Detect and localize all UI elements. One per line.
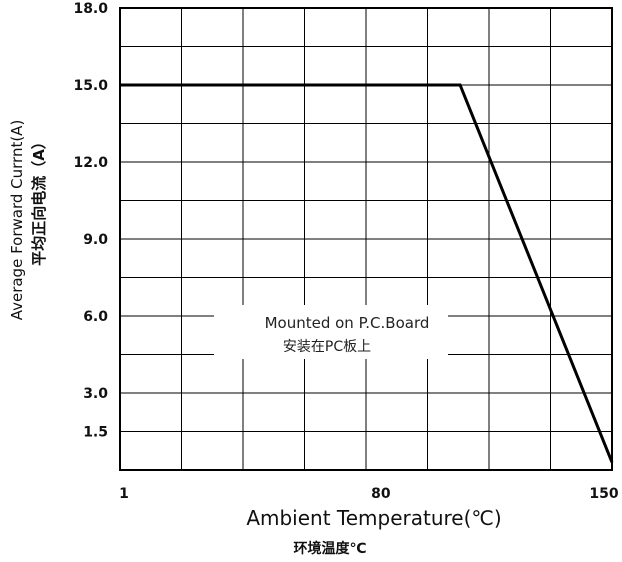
x-axis-label-cn: 环境温度℃ xyxy=(294,540,367,557)
grid xyxy=(120,8,612,470)
series-line xyxy=(120,83,614,463)
x-tick-label: 1 xyxy=(119,486,129,502)
plot-frame xyxy=(119,7,613,471)
x-axis-label: Ambient Temperature(℃) xyxy=(246,506,501,530)
y-tick-label: 18.0 xyxy=(73,1,108,17)
x-tick-label: 150 xyxy=(589,486,618,502)
y-tick-label: 15.0 xyxy=(73,78,108,94)
annotation-text: Mounted on P.C.Board xyxy=(265,314,430,332)
y-tick-label: 6.0 xyxy=(83,309,108,325)
y-tick-label: 1.5 xyxy=(83,425,108,441)
x-tick-label: 80 xyxy=(371,486,391,502)
annotation-text-cn: 安装在PC板上 xyxy=(283,339,371,355)
y-axis-label: Average Forward Currnt(A) xyxy=(8,120,26,321)
y-tick-labels: 1.5 3.0 6.0 9.0 12.0 15.0 18.0 xyxy=(73,1,108,441)
y-tick-label: 3.0 xyxy=(83,386,108,402)
annotation-background xyxy=(214,305,448,359)
y-tick-label: 9.0 xyxy=(83,232,108,248)
y-tick-label: 12.0 xyxy=(73,155,108,171)
x-tick-labels: 1 80 150 xyxy=(119,486,619,502)
y-axis-label-cn: 平均正向电流（A） xyxy=(30,134,48,266)
